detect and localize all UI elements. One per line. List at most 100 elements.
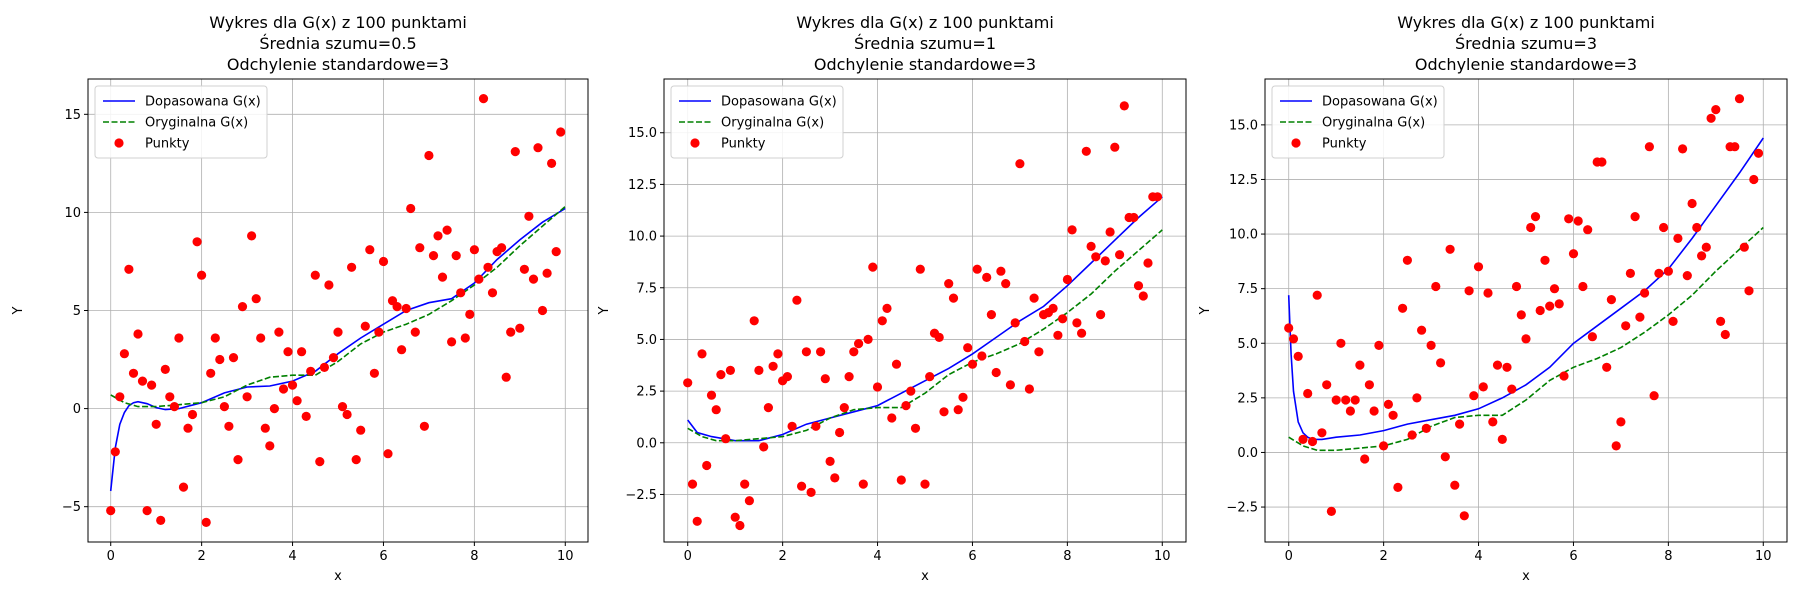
data-point [274,327,284,337]
data-point [1730,142,1740,152]
data-point [1402,255,1412,265]
legend-box [1271,85,1445,159]
x-tick-label: 0 [684,549,692,564]
y-tick-label: 15.0 [1229,118,1258,133]
data-point [1398,303,1408,313]
data-point [551,247,561,257]
data-point [1611,441,1621,451]
data-point [687,479,698,489]
data-point [210,333,220,343]
data-point [1129,212,1139,223]
data-point [1010,318,1020,328]
data-point [533,143,543,153]
data-point [528,274,539,284]
data-point [342,409,352,420]
y-tick-label: 10.0 [628,230,657,245]
data-point [392,302,402,312]
data-point [197,270,207,280]
data-point [744,496,755,506]
data-point [1005,380,1016,390]
data-point [410,327,420,337]
data-point [287,380,298,390]
data-point [219,402,229,412]
data-point [906,386,916,396]
data-point [365,245,375,255]
y-tick-label: 2.5 [636,385,657,400]
chart-panel-3: 0 2 4 6 8 10 −2.5 0.0 2.5 5.0 7.5 10.0 12.5 15.0 x Y Wyk… [1198,13,1788,584]
data-point [256,333,266,343]
y-tick-label: 10.0 [1229,228,1258,243]
x-axis-label: x [334,569,342,584]
data-point [1602,362,1612,372]
data-point [1388,410,1398,420]
data-point [1426,340,1436,350]
data-point [1288,334,1299,344]
data-point [547,158,557,168]
data-point [977,351,987,361]
y-tick-label: −2.5 [1226,501,1258,516]
y-tick-label: 12.5 [1229,173,1258,188]
data-point [872,382,883,392]
data-point [1138,291,1148,301]
data-point [1020,336,1030,347]
x-axis-label: x [1522,569,1530,584]
data-point [1621,321,1631,331]
data-point [137,376,148,386]
data-point [115,392,125,402]
data-point [1739,242,1749,252]
y-tick-label: 2.5 [1237,391,1258,406]
y-tick-label: 15.0 [628,126,657,141]
data-point [451,251,461,261]
data-point [763,403,774,413]
data-point [1483,288,1493,298]
chart-panel-1: 0 2 4 6 8 10 −5 0 5 10 15 x Y Wykres dla G(x) z 100 p… [11,13,589,584]
data-point [1062,274,1072,285]
data-point [201,517,211,528]
data-point [1526,222,1536,233]
data-point [1284,323,1294,333]
data-point [1048,303,1058,313]
data-point [456,288,466,298]
data-point [183,423,193,433]
data-point [133,329,143,339]
data-point [1616,417,1626,427]
data-point [740,479,750,489]
data-point [1697,251,1707,261]
data-point [1312,290,1322,300]
data-point [939,407,949,417]
data-point [858,479,868,489]
data-point [315,457,325,467]
data-point [839,403,849,413]
data-point [460,333,470,343]
data-point [1336,338,1346,348]
data-point [891,359,902,369]
data-point [1077,328,1087,338]
data-point [1644,142,1654,152]
data-point [524,211,534,221]
data-point [1364,380,1374,390]
y-axis-label: Y [1198,306,1213,315]
legend-label: Dopasowana G(x) [721,95,837,110]
x-tick-label: 2 [1379,549,1387,564]
data-point [1307,436,1318,447]
data-point [730,512,740,522]
x-tick-label: 10 [1755,549,1772,564]
data-point [1322,380,1332,390]
data-point [801,347,812,357]
data-point [1678,144,1688,154]
x-tick-label: 8 [470,549,478,564]
y-tick-label: 5.0 [1237,337,1258,352]
data-point [110,447,120,457]
data-point [119,349,129,359]
data-point [882,303,892,313]
data-point [237,302,248,312]
fitted-curve-line [687,196,1163,442]
data-point [1081,146,1091,156]
data-point [811,421,821,431]
chart-title-line: Odchylenie standardowe=3 [227,55,449,74]
data-point [725,365,736,375]
data-point [501,372,511,382]
data-point [1692,222,1702,233]
data-point [165,392,175,402]
data-point [759,442,769,452]
